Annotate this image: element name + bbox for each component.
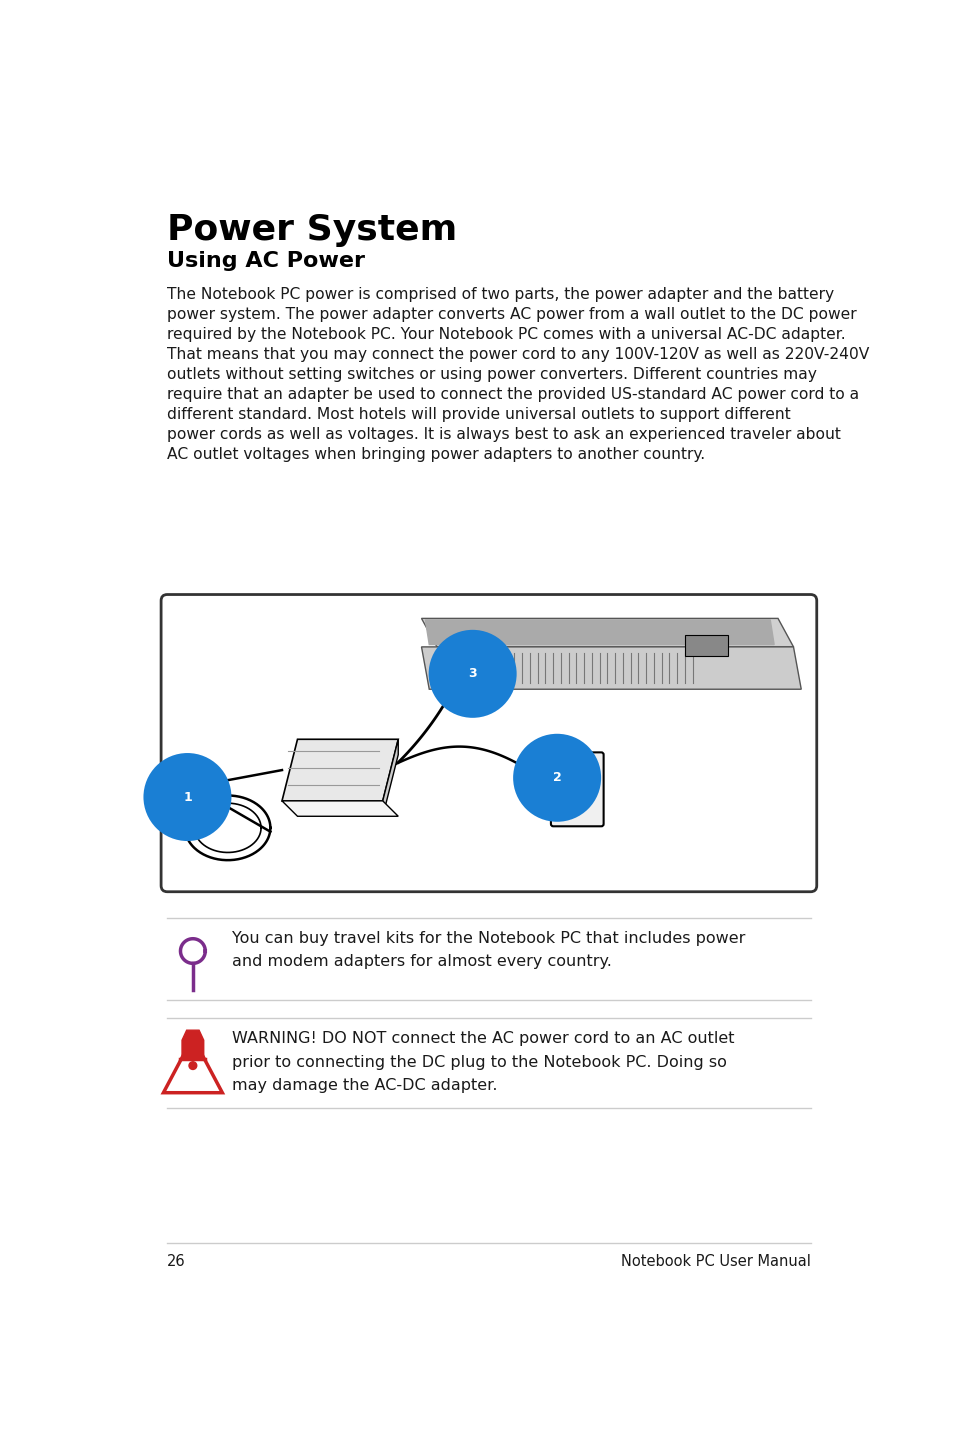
- Polygon shape: [382, 739, 397, 817]
- Text: Notebook PC User Manual: Notebook PC User Manual: [620, 1254, 810, 1270]
- Text: The Notebook PC power is comprised of two parts, the power adapter and the batte: The Notebook PC power is comprised of tw…: [167, 286, 834, 302]
- Polygon shape: [182, 1030, 204, 1060]
- Polygon shape: [425, 620, 773, 644]
- Polygon shape: [421, 647, 801, 689]
- Text: That means that you may connect the power cord to any 100V-120V as well as 220V-: That means that you may connect the powe…: [167, 347, 869, 361]
- FancyBboxPatch shape: [550, 752, 603, 827]
- Text: 1: 1: [183, 791, 192, 804]
- Circle shape: [454, 663, 466, 674]
- FancyBboxPatch shape: [161, 594, 816, 892]
- Text: required by the Notebook PC. Your Notebook PC comes with a universal AC-DC adapt: required by the Notebook PC. Your Notebo…: [167, 326, 845, 342]
- Text: 2: 2: [552, 771, 561, 784]
- Polygon shape: [421, 618, 793, 647]
- Bar: [560, 764, 566, 777]
- Text: power system. The power adapter converts AC power from a wall outlet to the DC p: power system. The power adapter converts…: [167, 306, 856, 322]
- Circle shape: [520, 779, 538, 798]
- Text: WARNING! DO NOT connect the AC power cord to an AC outlet
prior to connecting th: WARNING! DO NOT connect the AC power cor…: [232, 1031, 734, 1093]
- Polygon shape: [282, 739, 397, 801]
- Text: power cords as well as voltages. It is always best to ask an experienced travele: power cords as well as voltages. It is a…: [167, 427, 841, 441]
- Text: You can buy travel kits for the Notebook PC that includes power
and modem adapte: You can buy travel kits for the Notebook…: [232, 930, 744, 969]
- Text: AC outlet voltages when bringing power adapters to another country.: AC outlet voltages when bringing power a…: [167, 447, 704, 462]
- Bar: [582, 794, 587, 805]
- Text: require that an adapter be used to connect the provided US-standard AC power cor: require that an adapter be used to conne…: [167, 387, 859, 401]
- Polygon shape: [282, 801, 397, 817]
- Text: outlets without setting switches or using power converters. Different countries : outlets without setting switches or usin…: [167, 367, 817, 381]
- Text: different standard. Most hotels will provide universal outlets to support differ: different standard. Most hotels will pro…: [167, 407, 790, 421]
- Bar: [560, 794, 566, 805]
- Bar: [436, 660, 446, 670]
- Polygon shape: [163, 1037, 222, 1093]
- Bar: [684, 634, 727, 656]
- Bar: [582, 764, 587, 777]
- Text: Power System: Power System: [167, 213, 457, 246]
- Text: Using AC Power: Using AC Power: [167, 252, 365, 272]
- Bar: [189, 772, 206, 791]
- Circle shape: [189, 1061, 196, 1070]
- Text: 26: 26: [167, 1254, 186, 1270]
- Text: 3: 3: [468, 667, 476, 680]
